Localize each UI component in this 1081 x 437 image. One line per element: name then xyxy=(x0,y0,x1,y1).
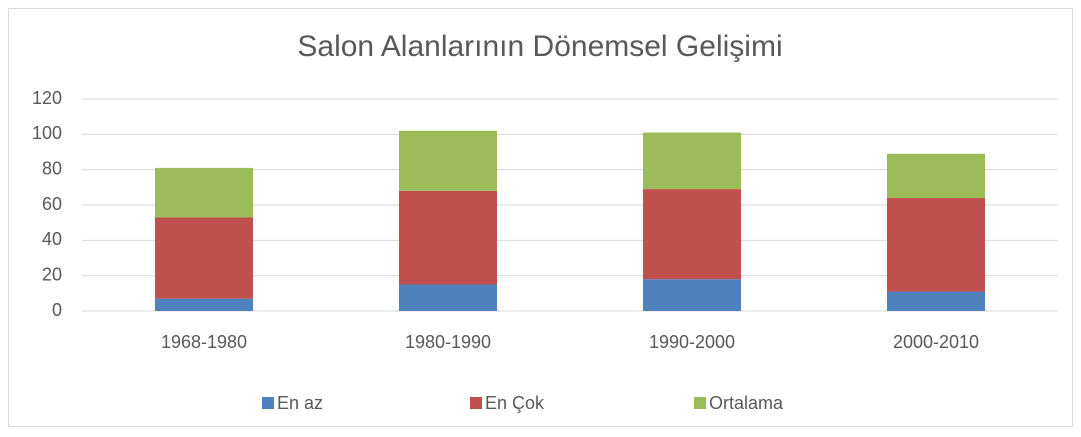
legend-label: Ortalama xyxy=(709,393,784,413)
legend-swatch xyxy=(262,397,274,409)
bar-segment xyxy=(643,189,741,280)
y-tick-label: 60 xyxy=(42,194,62,214)
x-tick-label: 1990-2000 xyxy=(649,332,735,352)
y-tick-label: 0 xyxy=(52,300,62,320)
x-tick-label: 1968-1980 xyxy=(161,332,247,352)
x-tick-label: 2000-2010 xyxy=(893,332,979,352)
legend-label: En Çok xyxy=(485,393,545,413)
legend-label: En az xyxy=(277,393,323,413)
y-tick-label: 80 xyxy=(42,158,62,178)
bar-segment xyxy=(887,291,985,311)
legend-swatch xyxy=(470,397,482,409)
legend-swatch xyxy=(694,397,706,409)
bar-segment xyxy=(155,217,253,299)
bar-segment xyxy=(887,153,985,198)
bar-segment xyxy=(399,190,497,285)
bar-segment xyxy=(643,132,741,190)
y-tick-label: 40 xyxy=(42,229,62,249)
y-tick-label: 20 xyxy=(42,264,62,284)
bar-segment xyxy=(399,130,497,191)
chart-title: Salon Alanlarının Dönemsel Gelişimi xyxy=(297,30,782,63)
bar-segment xyxy=(887,197,985,292)
bar-segment xyxy=(399,284,497,311)
bar-segment xyxy=(155,298,253,311)
bar-segment xyxy=(155,167,253,218)
y-tick-label: 120 xyxy=(32,88,62,108)
bar-segment xyxy=(643,279,741,311)
x-tick-label: 1980-1990 xyxy=(405,332,491,352)
y-tick-label: 100 xyxy=(32,123,62,143)
